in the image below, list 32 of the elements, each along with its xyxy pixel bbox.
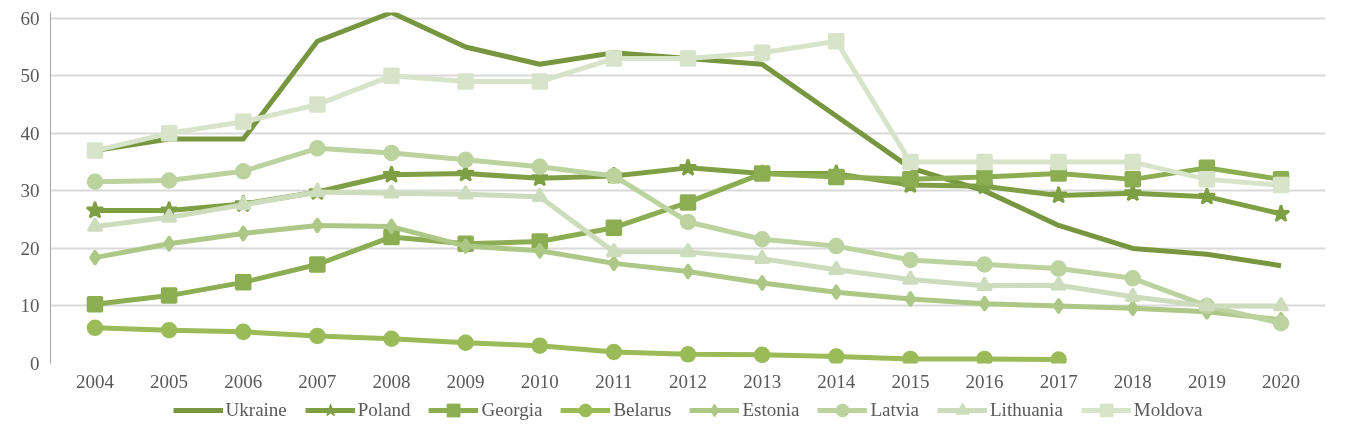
x-tick-label: 2015: [891, 370, 930, 392]
x-tick-label: 2008: [372, 370, 411, 392]
x-tick-label: 2019: [1187, 370, 1226, 392]
x-tick-label: 2010: [520, 370, 559, 392]
y-tick-label: 20: [20, 237, 40, 259]
x-tick-label: 2017: [1039, 370, 1078, 392]
y-tick-label: 50: [20, 65, 40, 87]
x-tick-label: 2018: [1113, 370, 1152, 392]
x-tick-label: 2009: [446, 370, 485, 392]
x-tick-label: 2004: [75, 370, 115, 392]
x-tick-label: 2005: [150, 370, 189, 392]
legend-label: Latvia: [870, 399, 919, 421]
x-tick-label: 2006: [224, 370, 263, 392]
legend-label: Moldova: [1133, 399, 1203, 421]
x-tick-label: 2012: [669, 370, 707, 392]
x-tick-label: 2013: [743, 370, 782, 392]
y-tick-label: 60: [20, 7, 40, 29]
legend-label: Georgia: [481, 399, 543, 421]
y-tick-label: 10: [20, 295, 40, 317]
y-tick-label: 0: [30, 353, 40, 374]
x-tick-label: 2020: [1262, 370, 1301, 392]
x-tick-label: 2016: [965, 370, 1004, 392]
legend-label: Poland: [357, 399, 411, 421]
legend-label: Ukraine: [225, 399, 287, 421]
x-tick-label: 2011: [595, 370, 633, 392]
legend-label: Lithuania: [990, 399, 1063, 421]
legend-label: Belarus: [613, 399, 672, 421]
y-tick-label: 30: [20, 180, 40, 202]
x-tick-label: 2014: [817, 370, 856, 392]
y-tick-label: 40: [20, 122, 40, 144]
x-tick-label: 2007: [298, 370, 337, 392]
legend-label: Estonia: [742, 399, 800, 421]
